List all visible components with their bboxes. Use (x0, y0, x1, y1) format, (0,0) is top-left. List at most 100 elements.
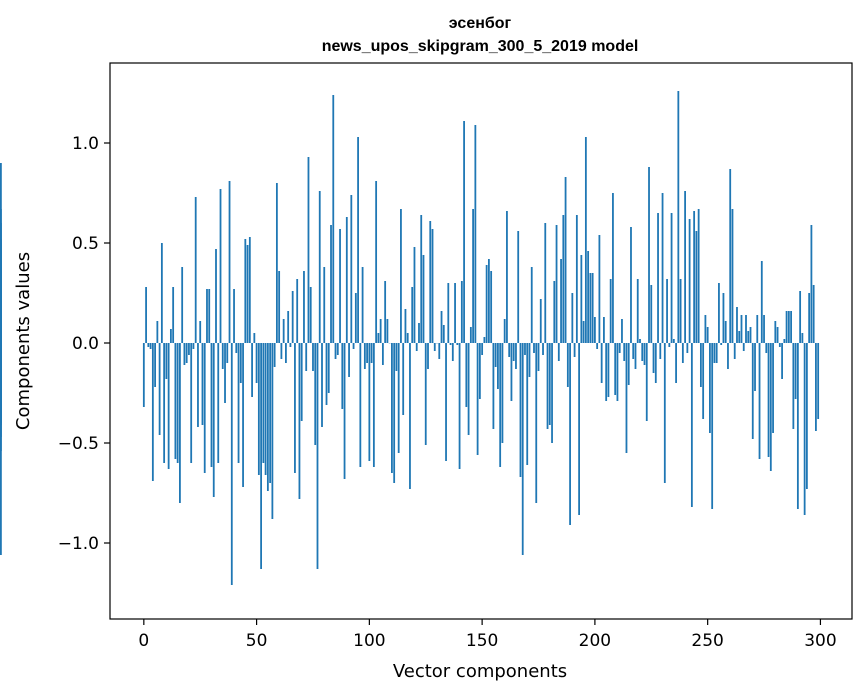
bar (210, 343, 213, 467)
bar (294, 343, 296, 473)
bar (645, 343, 648, 421)
bar (0, 343, 2, 451)
bar (812, 285, 815, 343)
bar (215, 249, 217, 343)
bar (769, 343, 772, 471)
bar (731, 209, 734, 343)
bar (598, 235, 601, 343)
bar (260, 343, 262, 569)
bar (542, 343, 544, 355)
bar (485, 265, 488, 343)
bar (799, 291, 802, 343)
bar (345, 217, 348, 343)
bar (474, 125, 477, 343)
y-tick-label: 0.0 (72, 334, 99, 354)
bar (630, 227, 632, 343)
plot-frame (109, 62, 853, 620)
bar (167, 343, 170, 469)
bar (221, 343, 224, 369)
bar (445, 343, 447, 461)
bar (433, 343, 436, 351)
bar (808, 293, 811, 343)
bar (810, 225, 813, 343)
bar (497, 343, 499, 389)
bar (145, 287, 147, 343)
bar (618, 343, 621, 353)
bar (754, 343, 756, 391)
bar (352, 343, 355, 349)
bar (246, 245, 249, 343)
bar (796, 343, 799, 509)
bar (188, 343, 190, 355)
bar (641, 343, 644, 361)
bar (336, 343, 339, 355)
bar (724, 321, 727, 343)
bar (206, 289, 208, 343)
y-tick-label: −1.0 (58, 534, 99, 554)
bar (469, 327, 472, 343)
bar (179, 343, 181, 503)
bar (609, 279, 612, 343)
bar (303, 271, 305, 343)
bar (463, 121, 465, 343)
bar (569, 343, 571, 525)
x-tick-label: 50 (246, 631, 268, 651)
chart-title: эсенбог (449, 15, 512, 32)
bar (372, 343, 375, 467)
bar (165, 343, 168, 379)
bar (557, 343, 560, 361)
bar (659, 343, 662, 359)
bar (733, 343, 736, 359)
bar (312, 343, 314, 371)
bar (553, 281, 556, 343)
bar (765, 343, 768, 353)
bar (316, 343, 319, 569)
bar (300, 343, 303, 421)
bar (790, 311, 792, 343)
bar (375, 181, 378, 343)
bar (201, 343, 204, 425)
bar (749, 327, 752, 343)
bar (397, 343, 400, 453)
bar (515, 343, 517, 369)
bar (472, 209, 474, 343)
bar (593, 317, 596, 343)
bar (386, 319, 389, 343)
bar (706, 327, 709, 343)
bar (492, 343, 495, 429)
bar (727, 343, 729, 369)
bar (454, 283, 456, 343)
bar (713, 343, 716, 363)
bar (652, 343, 655, 373)
bar (406, 333, 409, 343)
bar (199, 321, 202, 343)
bar (481, 343, 484, 355)
bar (508, 343, 511, 357)
bar (273, 343, 276, 367)
bar (607, 343, 610, 397)
y-tick-label: 0.5 (72, 234, 99, 254)
bar (483, 337, 486, 343)
bar (271, 343, 274, 519)
bar (634, 343, 637, 369)
y-tick-label: −0.5 (58, 434, 99, 454)
bar (190, 343, 193, 463)
bar (224, 343, 226, 403)
bar (738, 331, 741, 343)
bar (296, 279, 299, 343)
bar (476, 343, 479, 455)
bar (203, 343, 206, 473)
bar (456, 343, 459, 345)
bar (499, 343, 502, 467)
bar (359, 343, 362, 467)
bar (330, 225, 332, 343)
bar (756, 315, 759, 343)
bar (449, 343, 452, 345)
bar (226, 343, 229, 363)
bar (663, 343, 666, 483)
y-axis-label: Components values (13, 252, 34, 430)
bar (163, 343, 166, 463)
bar (524, 343, 526, 355)
bar (686, 343, 689, 353)
bar (318, 191, 321, 343)
